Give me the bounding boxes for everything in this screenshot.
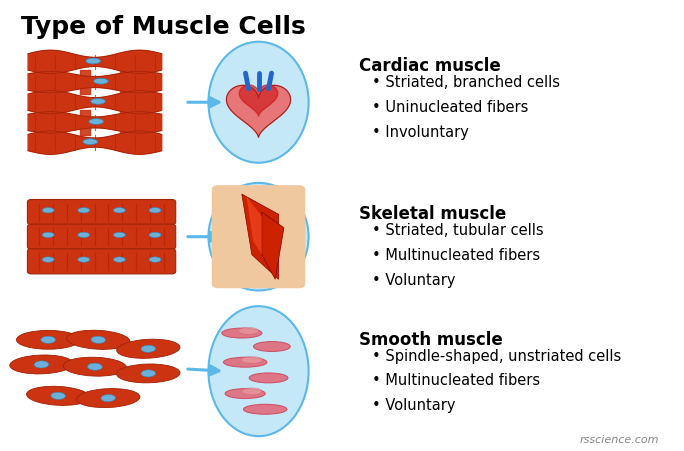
Text: Smooth muscle: Smooth muscle bbox=[358, 331, 503, 349]
Polygon shape bbox=[242, 194, 278, 279]
Ellipse shape bbox=[42, 232, 54, 238]
Polygon shape bbox=[239, 85, 278, 116]
Ellipse shape bbox=[141, 345, 156, 352]
Ellipse shape bbox=[225, 389, 265, 399]
FancyBboxPatch shape bbox=[212, 185, 305, 288]
Ellipse shape bbox=[27, 386, 90, 405]
Text: Cardiac muscle: Cardiac muscle bbox=[358, 57, 501, 75]
Ellipse shape bbox=[224, 357, 267, 367]
Ellipse shape bbox=[249, 373, 288, 383]
Ellipse shape bbox=[10, 355, 73, 374]
Ellipse shape bbox=[244, 405, 287, 414]
Polygon shape bbox=[28, 91, 161, 114]
Ellipse shape bbox=[149, 207, 161, 213]
Ellipse shape bbox=[241, 356, 263, 364]
Ellipse shape bbox=[209, 42, 308, 163]
Ellipse shape bbox=[78, 257, 90, 262]
Ellipse shape bbox=[51, 392, 66, 400]
Ellipse shape bbox=[41, 336, 55, 343]
Ellipse shape bbox=[34, 361, 49, 368]
Polygon shape bbox=[28, 112, 161, 133]
Polygon shape bbox=[262, 212, 284, 279]
Ellipse shape bbox=[42, 257, 54, 262]
Ellipse shape bbox=[116, 364, 180, 383]
FancyBboxPatch shape bbox=[27, 199, 176, 225]
Ellipse shape bbox=[242, 388, 262, 395]
Ellipse shape bbox=[239, 327, 259, 334]
Ellipse shape bbox=[222, 328, 262, 338]
Ellipse shape bbox=[141, 370, 156, 377]
Ellipse shape bbox=[78, 232, 90, 238]
Ellipse shape bbox=[16, 331, 80, 349]
Text: • Voluntary: • Voluntary bbox=[372, 398, 456, 413]
Ellipse shape bbox=[149, 232, 161, 238]
Text: rsscience.com: rsscience.com bbox=[580, 435, 659, 445]
Ellipse shape bbox=[78, 207, 90, 213]
Polygon shape bbox=[28, 131, 161, 154]
Polygon shape bbox=[28, 71, 161, 93]
Ellipse shape bbox=[77, 389, 140, 408]
Text: Type of Muscle Cells: Type of Muscle Cells bbox=[21, 15, 306, 39]
Ellipse shape bbox=[209, 306, 308, 436]
Text: Skeletal muscle: Skeletal muscle bbox=[358, 205, 506, 223]
Ellipse shape bbox=[117, 339, 180, 359]
Text: • Voluntary: • Voluntary bbox=[372, 272, 456, 288]
Text: • Multinucleated fibers: • Multinucleated fibers bbox=[372, 248, 540, 263]
Text: • Spindle-shaped, unstriated cells: • Spindle-shaped, unstriated cells bbox=[372, 349, 621, 364]
Ellipse shape bbox=[89, 119, 103, 124]
Ellipse shape bbox=[209, 183, 308, 290]
Ellipse shape bbox=[83, 139, 98, 145]
Text: • Multinucleated fibers: • Multinucleated fibers bbox=[372, 373, 540, 388]
Ellipse shape bbox=[101, 395, 116, 402]
Ellipse shape bbox=[149, 257, 161, 262]
Ellipse shape bbox=[42, 207, 54, 213]
Ellipse shape bbox=[66, 330, 130, 350]
Polygon shape bbox=[226, 85, 291, 137]
Ellipse shape bbox=[94, 78, 108, 84]
FancyBboxPatch shape bbox=[27, 224, 176, 249]
Ellipse shape bbox=[114, 207, 125, 213]
Text: • Uninucleated fibers: • Uninucleated fibers bbox=[372, 100, 529, 115]
Ellipse shape bbox=[91, 98, 105, 104]
Text: • Striated, branched cells: • Striated, branched cells bbox=[372, 75, 560, 90]
Text: • Striated, tubular cells: • Striated, tubular cells bbox=[372, 223, 544, 238]
Ellipse shape bbox=[63, 357, 127, 376]
Ellipse shape bbox=[114, 232, 125, 238]
Polygon shape bbox=[246, 196, 262, 255]
Ellipse shape bbox=[88, 363, 102, 370]
Ellipse shape bbox=[86, 58, 101, 64]
Ellipse shape bbox=[114, 257, 125, 262]
Ellipse shape bbox=[254, 341, 290, 351]
Polygon shape bbox=[28, 50, 161, 74]
Text: • Involuntary: • Involuntary bbox=[372, 124, 469, 140]
FancyBboxPatch shape bbox=[27, 249, 176, 274]
Ellipse shape bbox=[91, 336, 105, 343]
